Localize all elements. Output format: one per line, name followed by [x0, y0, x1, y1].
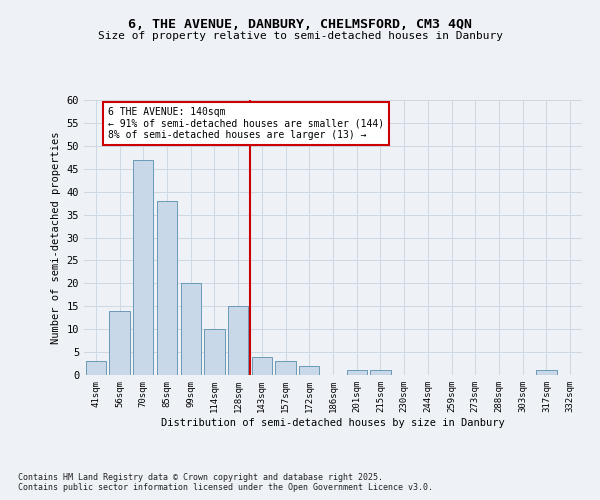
Y-axis label: Number of semi-detached properties: Number of semi-detached properties [51, 131, 61, 344]
Text: 6 THE AVENUE: 140sqm
← 91% of semi-detached houses are smaller (144)
8% of semi-: 6 THE AVENUE: 140sqm ← 91% of semi-detac… [108, 107, 384, 140]
Bar [157, 201, 177, 375]
Bar [252, 356, 272, 375]
Bar [205, 329, 224, 375]
Text: Contains HM Land Registry data © Crown copyright and database right 2025.
Contai: Contains HM Land Registry data © Crown c… [18, 472, 433, 492]
Bar [133, 160, 154, 375]
Bar [275, 361, 296, 375]
Bar [181, 284, 201, 375]
Bar [228, 306, 248, 375]
Text: 6, THE AVENUE, DANBURY, CHELMSFORD, CM3 4QN: 6, THE AVENUE, DANBURY, CHELMSFORD, CM3 … [128, 18, 472, 30]
Bar [347, 370, 367, 375]
Text: Size of property relative to semi-detached houses in Danbury: Size of property relative to semi-detach… [97, 31, 503, 41]
X-axis label: Distribution of semi-detached houses by size in Danbury: Distribution of semi-detached houses by … [161, 418, 505, 428]
Bar [299, 366, 319, 375]
Bar [86, 361, 106, 375]
Bar [109, 311, 130, 375]
Bar [370, 370, 391, 375]
Bar [536, 370, 557, 375]
